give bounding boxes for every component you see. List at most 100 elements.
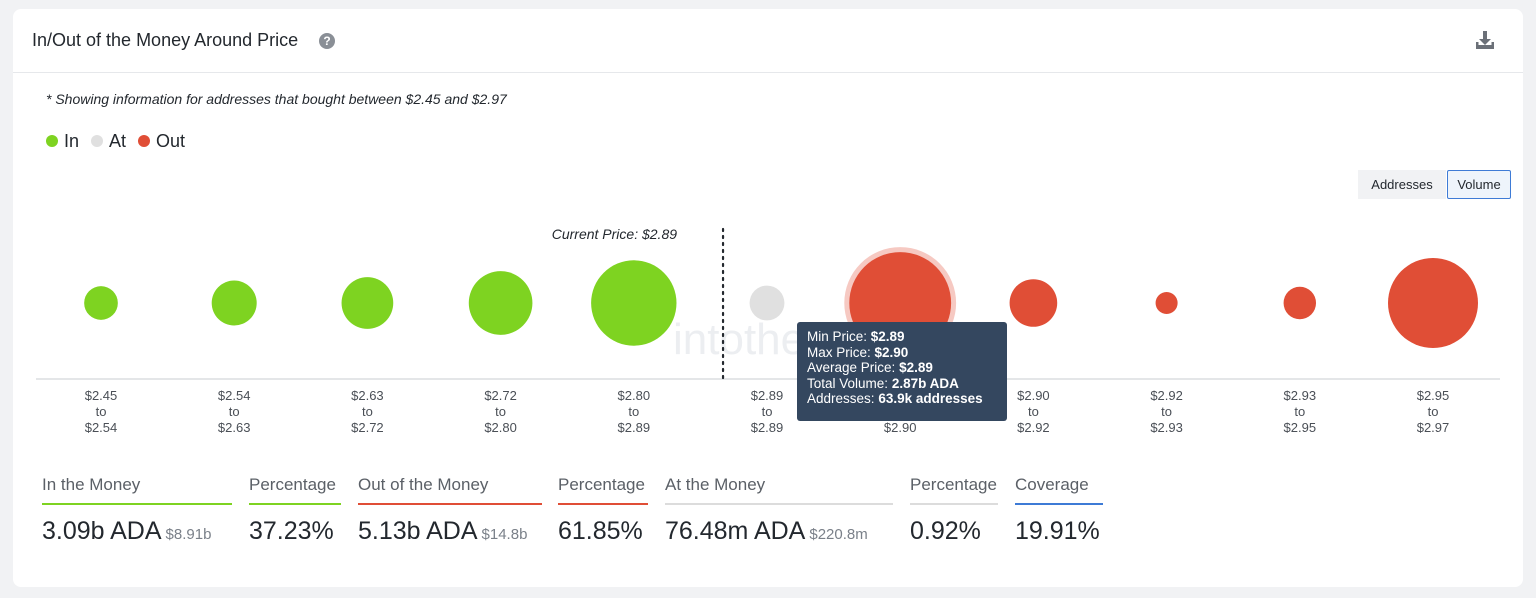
bubble-out[interactable] — [1388, 258, 1478, 348]
x-tick-label: $2.93 — [1284, 388, 1317, 403]
stat-underline — [558, 503, 648, 505]
legend-item-out[interactable]: Out — [138, 131, 185, 152]
stat-label: Out of the Money — [358, 475, 489, 494]
stat-underline — [1015, 503, 1103, 505]
legend-item-at[interactable]: At — [91, 131, 126, 152]
x-tick-label: to — [1161, 404, 1172, 419]
stat-value-row: 3.09b ADA $8.91b — [42, 517, 232, 546]
stat-label: In the Money — [42, 475, 141, 494]
stat-value: 5.13b ADA — [358, 517, 478, 545]
x-tick-label: to — [1428, 404, 1439, 419]
stat-block: Percentage 61.85% — [558, 475, 648, 546]
stat-label: At the Money — [665, 475, 766, 494]
stat-label: Percentage — [910, 475, 997, 494]
x-tick-label: to — [362, 404, 373, 419]
bubble-in[interactable] — [468, 271, 533, 335]
legend-dot-in — [46, 135, 58, 147]
x-tick-label: $2.95 — [1284, 420, 1317, 435]
tooltip-addresses-label: Addresses: — [807, 391, 875, 407]
tooltip-total-volume-label: Total Volume: — [807, 375, 889, 391]
x-tick-label: to — [762, 404, 773, 419]
x-tick-label: to — [96, 404, 107, 419]
stat-value: 3.09b ADA — [42, 517, 162, 545]
range-note: * Showing information for addresses that… — [46, 91, 507, 107]
tooltip-avg-price: $2.89 — [899, 360, 933, 376]
x-tick-label: to — [1028, 404, 1039, 419]
chart-card: In/Out of the Money Around Price ? * Sho… — [13, 9, 1523, 587]
bubble-at[interactable] — [749, 285, 785, 321]
stat-sub-value: $220.8m — [809, 526, 868, 543]
stat-value-row: 19.91% — [1015, 517, 1103, 546]
x-tick-label: $2.89 — [751, 388, 784, 403]
x-tick-label: $2.54 — [218, 388, 251, 403]
stat-value: 19.91% — [1015, 517, 1100, 545]
x-tick-label: $2.92 — [1017, 420, 1050, 435]
legend-dot-out — [138, 135, 151, 147]
x-tick-label: $2.45 — [85, 388, 118, 403]
x-tick-label: $2.90 — [1017, 388, 1050, 403]
stat-underline — [910, 503, 998, 505]
legend-dot-at — [91, 135, 104, 147]
bubble-out[interactable] — [1283, 286, 1317, 320]
stat-block: In the Money 3.09b ADA $8.91b — [42, 475, 232, 546]
x-tick-label: $2.95 — [1417, 388, 1450, 403]
x-tick-label: to — [628, 404, 639, 419]
stat-label: Percentage — [249, 475, 336, 494]
stat-block: At the Money 76.48m ADA $220.8m — [665, 475, 893, 546]
x-tick-label: $2.93 — [1150, 420, 1183, 435]
bubble-in[interactable] — [341, 277, 394, 329]
x-tick-label: $2.90 — [884, 420, 917, 435]
legend-label-in: In — [64, 130, 80, 151]
x-tick-label: $2.89 — [618, 420, 651, 435]
stat-block: Percentage 0.92% — [910, 475, 998, 546]
legend: In At Out — [46, 130, 197, 152]
stat-underline — [665, 503, 893, 505]
x-tick-label: $2.63 — [218, 420, 251, 435]
bubble-in[interactable] — [591, 260, 677, 346]
stat-value: 61.85% — [558, 517, 643, 545]
volume-toggle-button[interactable]: Volume — [1447, 170, 1511, 199]
bubble-out[interactable] — [1009, 279, 1058, 327]
stat-value: 0.92% — [910, 517, 981, 545]
stat-underline — [249, 503, 341, 505]
stat-label: Coverage — [1015, 475, 1089, 494]
x-tick-label: to — [1294, 404, 1305, 419]
tooltip-avg-price-label: Average Price: — [807, 360, 896, 376]
current-price-label: Current Price: $2.89 — [552, 226, 677, 242]
bubble-out[interactable] — [1155, 291, 1178, 315]
stat-sub-value: $14.8b — [481, 526, 528, 543]
legend-label-out: Out — [156, 130, 186, 151]
bubble-in[interactable] — [211, 280, 257, 326]
download-icon[interactable] — [1475, 30, 1495, 50]
x-tick-label: $2.72 — [351, 420, 384, 435]
stat-value-row: 61.85% — [558, 517, 648, 546]
x-tick-label: $2.89 — [751, 420, 784, 435]
tooltip-total-volume: 2.87b ADA — [891, 375, 959, 391]
x-tick-label: to — [495, 404, 506, 419]
legend-label-at: At — [109, 130, 127, 151]
card-title: In/Out of the Money Around Price — [32, 30, 299, 50]
stat-label: Percentage — [558, 475, 645, 494]
stat-sub-value: $8.91b — [165, 526, 212, 543]
stat-block: Out of the Money 5.13b ADA $14.8b — [358, 475, 542, 546]
legend-item-in[interactable]: In — [46, 131, 79, 152]
stat-value: 37.23% — [249, 517, 334, 545]
tooltip-addresses: 63.9k addresses — [878, 391, 983, 407]
bubble-tooltip: Min Price: $2.89 Max Price: $2.90 Averag… — [797, 322, 1007, 421]
tooltip-max-price: $2.90 — [874, 344, 909, 360]
bubble-in[interactable] — [84, 286, 118, 320]
stat-underline — [42, 503, 232, 505]
stat-block: Coverage 19.91% — [1015, 475, 1103, 546]
x-tick-label: to — [229, 404, 240, 419]
stat-value-row: 0.92% — [910, 517, 998, 546]
stat-value-row: 37.23% — [249, 517, 341, 546]
stat-underline — [358, 503, 542, 505]
x-tick-label: $2.80 — [484, 420, 517, 435]
x-tick-label: $2.80 — [618, 388, 651, 403]
stat-block: Percentage 37.23% — [249, 475, 341, 546]
x-tick-label: $2.92 — [1150, 388, 1183, 403]
x-tick-label: $2.54 — [85, 420, 118, 435]
question-circle-icon[interactable]: ? — [319, 33, 335, 49]
addresses-toggle-button[interactable]: Addresses — [1358, 170, 1446, 199]
